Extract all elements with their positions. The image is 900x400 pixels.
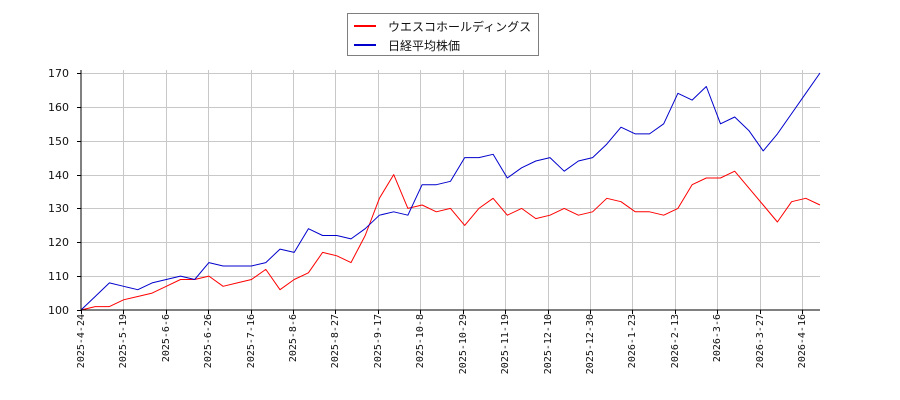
x-tick-label: 2026-1-23 <box>626 314 638 369</box>
legend-label: ウエスコホールディングス <box>388 19 532 34</box>
x-tick-label: 2025-9-17 <box>372 314 384 369</box>
x-tick-label: 2025-7-16 <box>245 314 257 369</box>
x-tick-label: 2025-5-19 <box>117 314 129 369</box>
x-tick-label: 2025-10-29 <box>457 314 469 375</box>
series-lines <box>80 72 821 311</box>
y-tick-label: 170 <box>48 66 69 80</box>
x-tick-label: 2025-11-19 <box>499 314 511 375</box>
x-tick-label: 2026-3-6 <box>711 314 723 363</box>
legend-item-wesco: ウエスコホールディングス <box>354 17 531 35</box>
x-tick-label: 2025-12-30 <box>584 314 596 375</box>
axes <box>77 70 820 314</box>
x-tick-label: 2026-2-13 <box>669 314 681 369</box>
series-line-wesco <box>80 170 821 311</box>
x-tick-label: 2025-10-8 <box>414 314 426 369</box>
x-tick-label: 2025-8-27 <box>329 314 341 369</box>
series-line-nikkei <box>80 72 821 311</box>
legend-swatch-blue <box>354 44 376 46</box>
x-tick-label: 2026-4-16 <box>796 314 808 369</box>
legend-item-nikkei: 日経平均株価 <box>354 36 460 54</box>
y-tick-label: 100 <box>48 303 69 317</box>
x-tick-label: 2025-4-24 <box>75 314 87 369</box>
y-tick-label: 160 <box>48 100 69 114</box>
y-tick-label: 130 <box>48 201 69 215</box>
y-tick-label: 140 <box>48 168 69 182</box>
x-tick-label: 2025-6-26 <box>202 314 214 369</box>
legend-swatch-red <box>354 25 376 27</box>
x-tick-label: 2026-3-27 <box>754 314 766 369</box>
y-tick-label: 120 <box>48 235 69 249</box>
grid-lines <box>81 70 820 310</box>
legend-label: 日経平均株価 <box>388 38 461 53</box>
x-tick-label: 2025-8-6 <box>287 314 299 363</box>
x-tick-label: 2025-6-6 <box>160 314 172 363</box>
y-tick-label: 110 <box>48 269 69 283</box>
y-tick-label: 150 <box>48 134 69 148</box>
x-tick-label: 2025-12-10 <box>542 314 554 375</box>
chart-legend: ウエスコホールディングス 日経平均株価 <box>347 13 539 56</box>
